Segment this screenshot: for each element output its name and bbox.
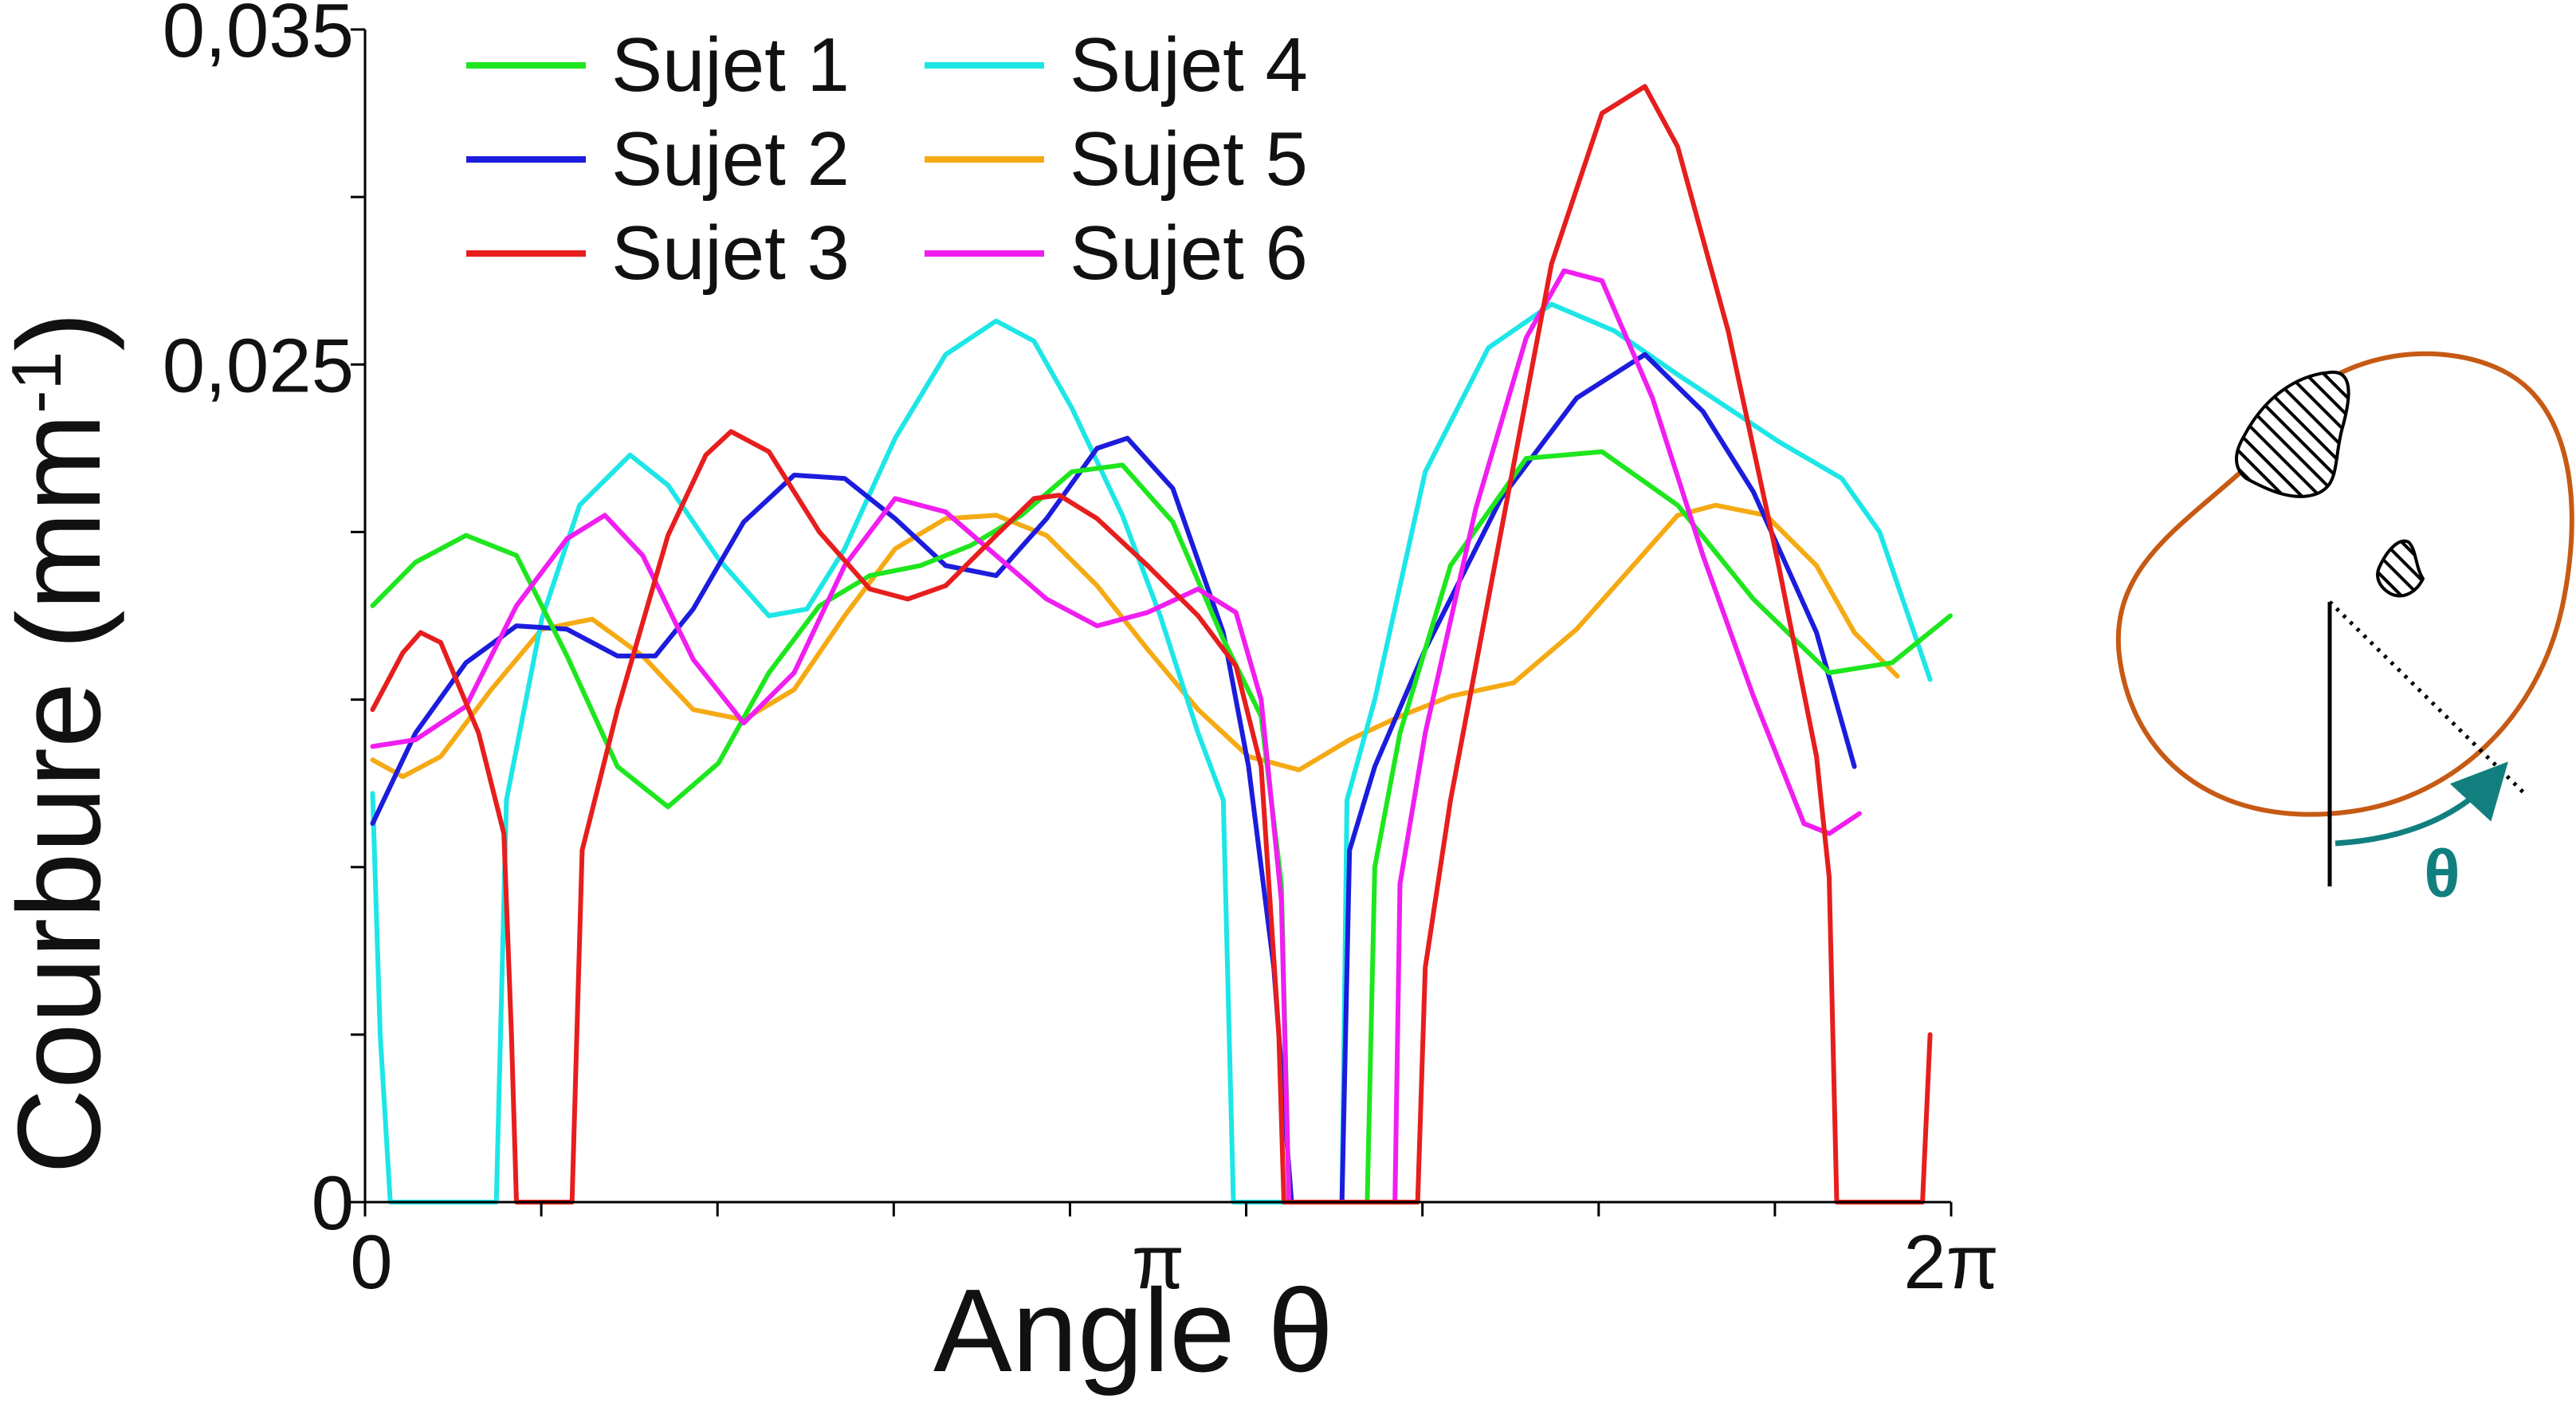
series-line-sujet-4 xyxy=(370,301,1933,1205)
theta-arc-arrow-icon xyxy=(2334,761,2508,847)
axes: 0 0,025 0,035 0 π 2π xyxy=(163,0,1999,1305)
series-line-sujet-6 xyxy=(370,268,1862,1205)
series-line-sujet-1 xyxy=(370,449,1953,1205)
series-line-sujet-2 xyxy=(370,352,1857,1205)
legend-label: Sujet 2 xyxy=(611,116,850,202)
hatched-blob-small-shape xyxy=(2376,539,2425,598)
y-tick-labels: 0 0,025 0,035 xyxy=(163,0,354,1246)
y-axis-title-main: Courbure (mm xyxy=(0,414,125,1174)
y-axis-title-exponent: -1 xyxy=(0,352,76,414)
y-tick-label: 0 xyxy=(312,1161,354,1246)
x-axis-title: Angle θ xyxy=(933,1265,1333,1397)
y-axis-title: Courbure (mm-1) xyxy=(0,312,125,1174)
x-tick-label: 0 xyxy=(350,1220,392,1305)
hatched-blob-large-shape xyxy=(2235,370,2350,498)
x-tick-labels: 0 π 2π xyxy=(350,1220,1999,1305)
y-minor-ticks xyxy=(351,28,365,1204)
y-tick-label: 0,035 xyxy=(163,0,354,73)
section-contour-shape xyxy=(2116,351,2574,817)
theta-symbol: θ xyxy=(2424,836,2460,911)
x-tick-label: π xyxy=(1132,1220,1184,1305)
legend-label: Sujet 1 xyxy=(611,22,850,108)
legend-label: Sujet 6 xyxy=(1070,210,1308,296)
x-minor-ticks xyxy=(363,1202,1953,1216)
legend-label: Sujet 5 xyxy=(1070,116,1308,202)
y-axis-title-close: ) xyxy=(0,312,125,351)
legend-label: Sujet 4 xyxy=(1070,22,1308,108)
inset-diagram: θ xyxy=(2116,351,2574,911)
legend-label: Sujet 3 xyxy=(611,210,850,296)
x-tick-label: 2π xyxy=(1903,1220,1999,1305)
angle-direction-line xyxy=(2328,600,2527,796)
y-tick-label: 0,025 xyxy=(163,323,354,408)
